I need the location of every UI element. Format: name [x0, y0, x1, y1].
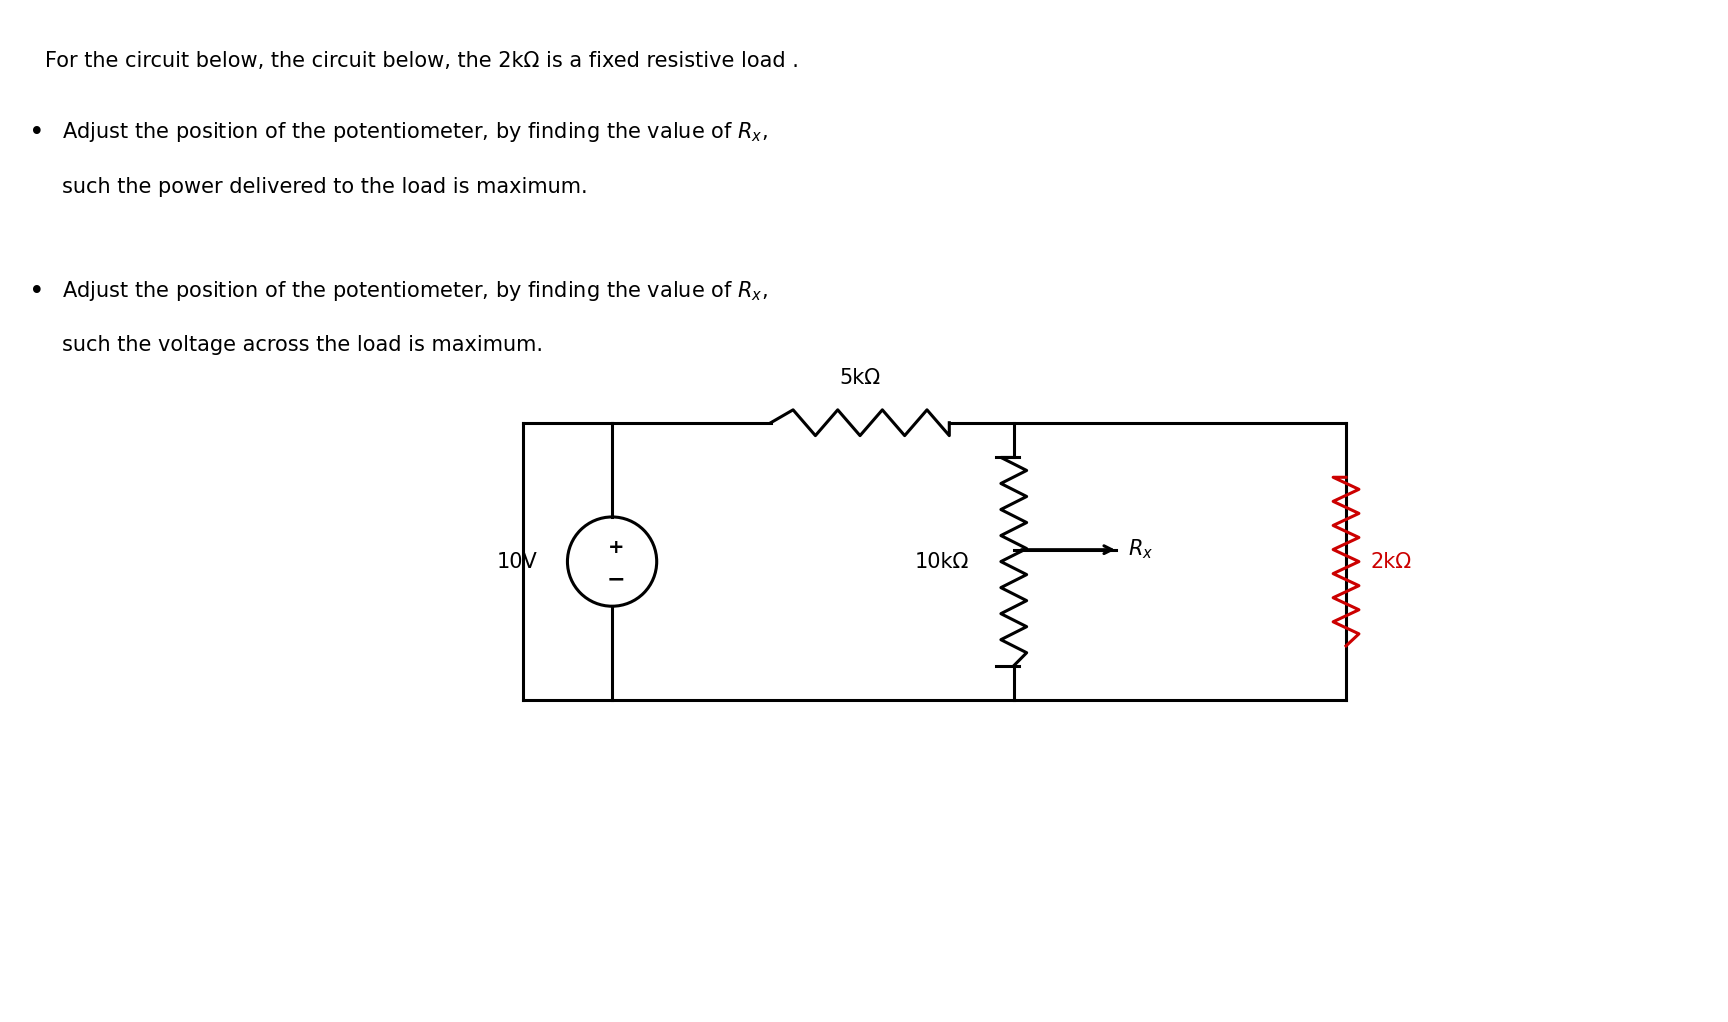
Text: Adjust the position of the potentiometer, by finding the value of $R_x$,: Adjust the position of the potentiometer… — [62, 279, 767, 303]
Text: 5kΩ: 5kΩ — [840, 368, 881, 388]
Text: •: • — [29, 121, 45, 146]
Text: For the circuit below, the circuit below, the 2kΩ is a fixed resistive load .: For the circuit below, the circuit below… — [45, 51, 798, 71]
Text: 10kΩ: 10kΩ — [914, 552, 969, 571]
Text: such the power delivered to the load is maximum.: such the power delivered to the load is … — [62, 177, 588, 197]
Text: such the voltage across the load is maximum.: such the voltage across the load is maxi… — [62, 335, 543, 356]
Text: Adjust the position of the potentiometer, by finding the value of $R_x$,: Adjust the position of the potentiometer… — [62, 121, 767, 144]
Text: 10V: 10V — [498, 552, 537, 571]
Text: $R_x$: $R_x$ — [1128, 538, 1153, 561]
Text: •: • — [29, 279, 45, 305]
Text: 2kΩ: 2kΩ — [1370, 552, 1412, 571]
Text: −: − — [607, 569, 626, 590]
Text: +: + — [608, 539, 624, 557]
